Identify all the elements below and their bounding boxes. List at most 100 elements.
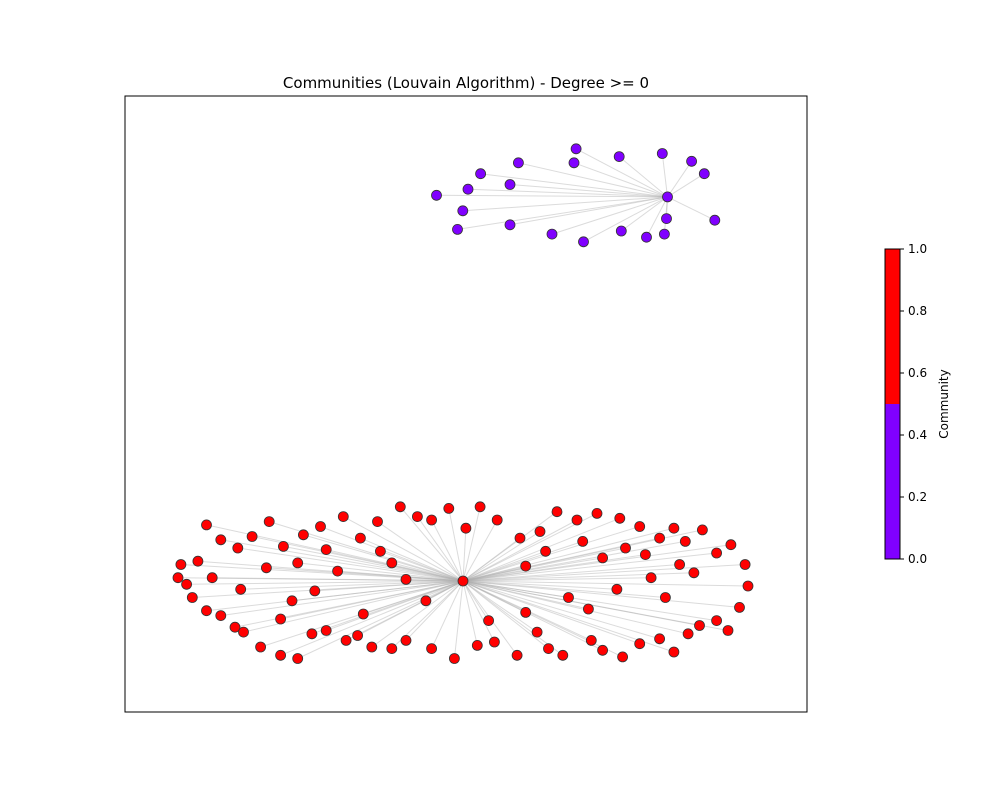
node-c1-70: [181, 578, 193, 590]
node-c1-28: [634, 638, 646, 650]
node-c1-60: [337, 511, 349, 522]
edge-c0-15: [551, 196, 668, 235]
edge-c1-1: [180, 564, 464, 582]
node-c1-36: [742, 580, 754, 592]
node-c1-92: [577, 536, 589, 547]
node-c1-25: [585, 635, 597, 646]
node-c0-15: [546, 228, 558, 240]
edge-c1-22: [462, 580, 538, 633]
node-c1-34: [722, 625, 734, 636]
node-c1-67: [215, 534, 227, 546]
node-c1-16: [400, 635, 412, 646]
node-c1-24: [557, 649, 569, 661]
edge-c1-18: [453, 580, 464, 659]
colorbar-segment-community-0: [885, 404, 900, 559]
node-c1-17: [426, 643, 438, 654]
edge-c1-82: [462, 572, 694, 582]
edge-c0-18: [462, 196, 668, 212]
edge-c1-75: [462, 580, 589, 610]
node-c1-95: [645, 572, 657, 584]
edge-c1-26: [462, 580, 603, 651]
node-c1-31: [682, 628, 694, 640]
node-c1-88: [520, 607, 532, 618]
node-c0-7: [686, 155, 697, 167]
node-c1-2: [186, 592, 198, 603]
edge-c1-9: [297, 580, 464, 659]
edge-c1-94: [462, 564, 680, 582]
edge-c1-5: [234, 580, 464, 628]
edge-c0-2: [518, 162, 668, 198]
node-c0-1: [475, 168, 487, 180]
node-c1-79: [235, 583, 247, 595]
edge-c1-62: [303, 534, 464, 582]
edge-c1-47: [462, 519, 578, 582]
node-c1-29: [654, 633, 665, 645]
node-c1-99: [292, 557, 304, 569]
edge-c1-53: [462, 528, 467, 582]
edge-c1-20: [462, 580, 495, 643]
node-c0-13: [615, 225, 627, 237]
node-c1-37: [739, 559, 751, 570]
edge-c1-76: [462, 580, 569, 598]
colorbar-tick-label: 0.4: [908, 428, 927, 442]
node-c0-20: [504, 179, 516, 190]
node-c0-14: [578, 236, 589, 248]
edge-c1-0: [177, 577, 464, 582]
node-c1-46: [591, 508, 603, 519]
edge-c1-24: [462, 580, 564, 656]
nodes-layer: [172, 143, 754, 664]
edge-c1-61: [320, 526, 464, 582]
edge-c1-81: [462, 580, 666, 598]
edge-c1-39: [462, 552, 717, 582]
edge-c1-59: [360, 537, 464, 582]
edge-c0-11: [646, 196, 668, 238]
node-c1-72: [400, 574, 412, 585]
edge-c1-13: [357, 580, 464, 636]
node-c1-73: [386, 557, 398, 569]
node-c1-23: [543, 643, 554, 654]
edge-c1-34: [462, 580, 729, 631]
edge-c1-48: [462, 511, 558, 582]
edge-c1-77: [291, 580, 464, 602]
edge-c1-71: [337, 570, 464, 582]
node-c1-10: [306, 628, 318, 640]
node-c1-52: [474, 501, 486, 513]
edge-c1-99: [297, 562, 464, 582]
node-c1-19: [471, 640, 483, 651]
edge-c1-73: [391, 562, 464, 582]
axes-frame: [124, 95, 808, 713]
node-c1-91: [540, 545, 551, 557]
edge-c1-70: [186, 580, 464, 585]
node-c0-10: [661, 213, 672, 225]
edge-c1-29: [462, 580, 660, 640]
edge-c1-14: [371, 580, 464, 648]
edge-c1-36: [462, 580, 749, 587]
node-c1-1: [175, 559, 187, 570]
edge-c1-28: [462, 580, 640, 645]
node-c1-93: [620, 542, 631, 554]
colorbar-ticks: 0.0 0.2 0.4 0.6 0.8 1.0: [900, 242, 927, 566]
edge-c0-1: [480, 173, 668, 198]
edge-c1-17: [431, 580, 464, 649]
node-c0-9: [709, 214, 721, 226]
node-c1-30: [668, 646, 680, 658]
node-c1-48: [551, 506, 563, 518]
node-c0-18: [457, 205, 469, 217]
node-c1-94: [674, 559, 685, 570]
node-c0-11: [641, 231, 652, 243]
node-c1-42: [668, 522, 680, 534]
node-c1-76: [563, 592, 574, 603]
node-c1-20: [488, 636, 500, 648]
edge-c1-35: [462, 580, 740, 608]
node-c1-21: [511, 649, 523, 661]
node-c1-12: [340, 635, 352, 646]
edge-c0-17: [457, 196, 668, 230]
node-c1-15: [386, 643, 398, 654]
node-c1-40: [697, 524, 708, 536]
edge-c0-9: [667, 196, 716, 221]
node-c1-32: [694, 620, 705, 631]
node-c1-4: [215, 610, 227, 621]
edge-c1-58: [377, 521, 464, 582]
node-c1-27: [617, 651, 628, 663]
edge-c1-64: [269, 521, 464, 582]
